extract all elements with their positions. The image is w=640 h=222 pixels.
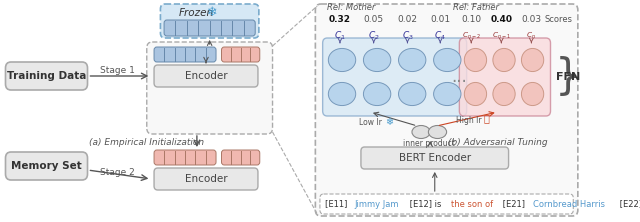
Text: Scores: Scores — [545, 16, 573, 24]
Text: Training Data: Training Data — [7, 71, 86, 81]
Text: 🔥: 🔥 — [484, 113, 490, 123]
Text: [E21]: [E21] — [500, 200, 528, 208]
Text: $C_{n-2}$: $C_{n-2}$ — [461, 31, 481, 41]
Text: inner product: inner product — [403, 139, 455, 147]
FancyBboxPatch shape — [147, 42, 273, 134]
Ellipse shape — [364, 82, 391, 105]
Text: FFN: FFN — [556, 72, 580, 82]
Text: Jimmy Jam: Jimmy Jam — [355, 200, 399, 208]
Text: $C_3$: $C_3$ — [401, 30, 413, 42]
Ellipse shape — [328, 82, 356, 105]
FancyBboxPatch shape — [221, 150, 260, 165]
Text: 0.02: 0.02 — [397, 16, 417, 24]
Text: (b) Adversarial Tuning: (b) Adversarial Tuning — [448, 137, 547, 147]
Text: 0.03: 0.03 — [522, 16, 541, 24]
Ellipse shape — [465, 82, 486, 105]
FancyBboxPatch shape — [154, 168, 258, 190]
Text: Stage 2: Stage 2 — [100, 168, 135, 176]
FancyBboxPatch shape — [154, 150, 216, 165]
FancyBboxPatch shape — [361, 147, 509, 169]
Ellipse shape — [428, 125, 447, 139]
Text: the son of: the son of — [451, 200, 493, 208]
FancyBboxPatch shape — [221, 47, 260, 62]
Text: $C_n$: $C_n$ — [527, 31, 536, 41]
Text: [E12] is: [E12] is — [407, 200, 444, 208]
FancyBboxPatch shape — [320, 194, 573, 214]
Ellipse shape — [522, 48, 544, 71]
Text: $C_2$: $C_2$ — [368, 30, 380, 42]
FancyBboxPatch shape — [323, 38, 467, 116]
Text: ❄: ❄ — [207, 6, 218, 20]
Text: Rel: Father: Rel: Father — [453, 4, 499, 12]
FancyBboxPatch shape — [154, 65, 258, 87]
Text: [E22].: [E22]. — [618, 200, 640, 208]
Text: }: } — [555, 56, 582, 98]
Text: Encoder: Encoder — [185, 71, 227, 81]
FancyBboxPatch shape — [6, 62, 88, 90]
Ellipse shape — [399, 82, 426, 105]
Text: 0.10: 0.10 — [461, 16, 481, 24]
Ellipse shape — [434, 82, 461, 105]
Text: Memory Set: Memory Set — [11, 161, 82, 171]
Text: Low lr: Low lr — [359, 117, 382, 127]
Text: 0.40: 0.40 — [490, 16, 512, 24]
Text: Encoder: Encoder — [185, 174, 227, 184]
Ellipse shape — [465, 48, 486, 71]
FancyBboxPatch shape — [161, 4, 259, 38]
Text: ❄: ❄ — [385, 117, 394, 127]
FancyBboxPatch shape — [316, 4, 578, 216]
Text: 0.05: 0.05 — [364, 16, 384, 24]
Ellipse shape — [493, 82, 515, 105]
Text: Stage 1: Stage 1 — [100, 65, 135, 75]
Ellipse shape — [434, 48, 461, 71]
Ellipse shape — [328, 48, 356, 71]
Ellipse shape — [399, 48, 426, 71]
Text: $C_1$: $C_1$ — [334, 30, 346, 42]
FancyBboxPatch shape — [164, 20, 255, 36]
Ellipse shape — [493, 48, 515, 71]
Ellipse shape — [364, 48, 391, 71]
FancyBboxPatch shape — [6, 152, 88, 180]
Text: [E11]: [E11] — [325, 200, 350, 208]
Text: (a) Empirical Initialization: (a) Empirical Initialization — [89, 137, 204, 147]
Text: Cornbread Harris: Cornbread Harris — [532, 200, 605, 208]
Text: $C_4$: $C_4$ — [435, 30, 446, 42]
FancyBboxPatch shape — [154, 47, 216, 62]
Text: Rel: Mother: Rel: Mother — [327, 4, 376, 12]
Text: High lr: High lr — [456, 115, 481, 125]
Ellipse shape — [412, 125, 430, 139]
Text: BERT Encoder: BERT Encoder — [399, 153, 471, 163]
Text: ...: ... — [451, 68, 467, 86]
Text: $C_{n-1}$: $C_{n-1}$ — [492, 31, 511, 41]
FancyBboxPatch shape — [460, 38, 550, 116]
Text: 0.01: 0.01 — [430, 16, 451, 24]
Text: Frozen: Frozen — [179, 8, 214, 18]
Text: 0.32: 0.32 — [329, 16, 351, 24]
Ellipse shape — [522, 82, 544, 105]
